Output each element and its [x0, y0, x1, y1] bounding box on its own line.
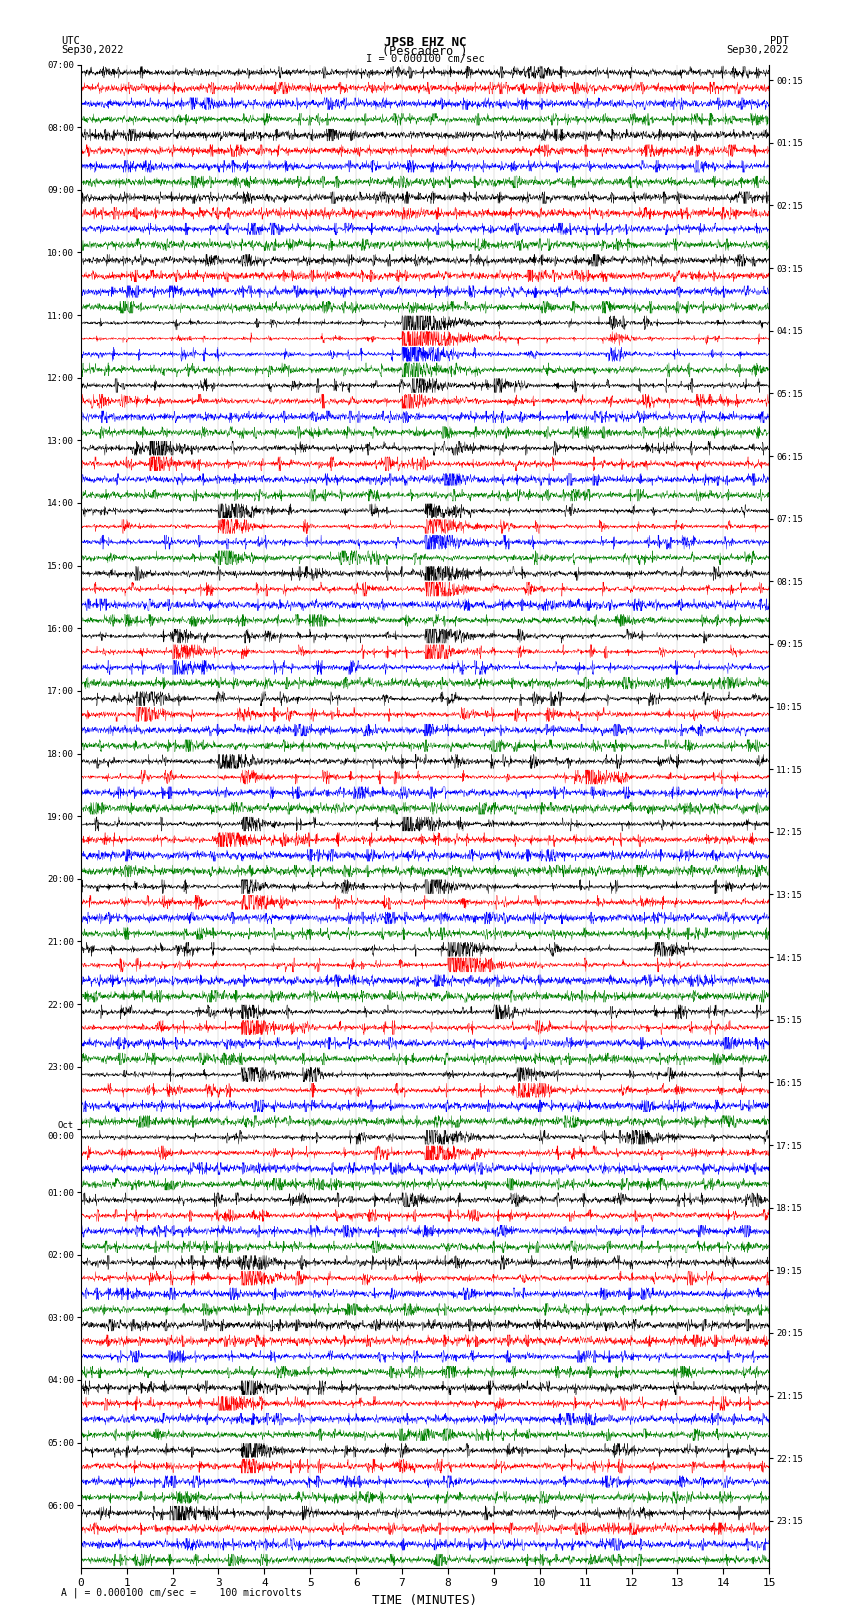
Text: PDT: PDT — [770, 35, 789, 45]
Text: Sep30,2022: Sep30,2022 — [726, 45, 789, 55]
Text: JPSB EHZ NC: JPSB EHZ NC — [383, 35, 467, 48]
Text: A | = 0.000100 cm/sec =    100 microvolts: A | = 0.000100 cm/sec = 100 microvolts — [61, 1587, 302, 1598]
Text: I = 0.000100 cm/sec: I = 0.000100 cm/sec — [366, 53, 484, 65]
X-axis label: TIME (MINUTES): TIME (MINUTES) — [372, 1594, 478, 1607]
Text: (Pescadero ): (Pescadero ) — [382, 45, 468, 58]
Text: Sep30,2022: Sep30,2022 — [61, 45, 124, 55]
Text: UTC: UTC — [61, 35, 80, 45]
